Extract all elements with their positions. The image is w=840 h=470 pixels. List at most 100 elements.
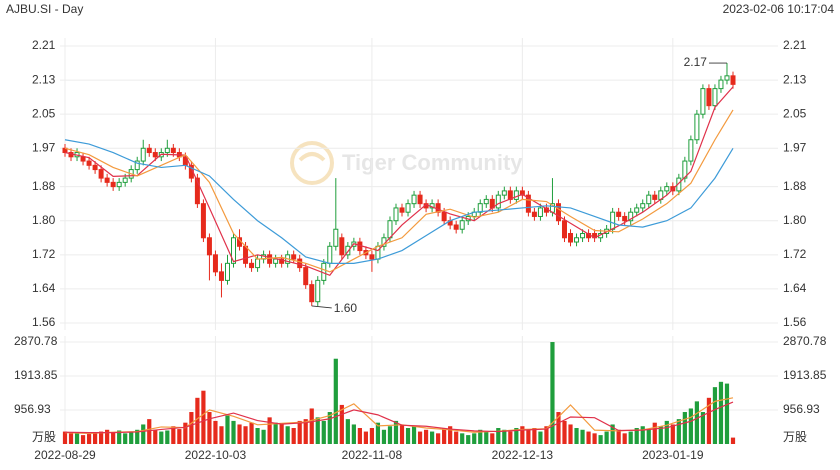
x-tick-label: 2022-11-08	[342, 448, 403, 462]
volume-average-line	[64, 401, 734, 434]
volume-bar	[261, 429, 266, 444]
volume-bar	[502, 429, 507, 444]
volume-bar	[682, 412, 687, 444]
y-tick-label-right: 1.88	[783, 179, 807, 193]
candle-body	[152, 152, 158, 158]
y-tick-label: 1.88	[32, 179, 56, 193]
volume-bar	[291, 428, 296, 444]
volume-bar	[466, 435, 471, 444]
candle-body	[134, 160, 140, 171]
candle-body	[706, 88, 712, 107]
x-tick-label: 2022-12-13	[492, 448, 554, 462]
candle-body	[495, 194, 501, 209]
volume-bar	[610, 424, 615, 444]
candle-body	[297, 258, 303, 269]
volume-bar	[213, 420, 218, 444]
volume-tick-label-right: 1913.85	[783, 368, 827, 382]
volume-bar	[532, 428, 537, 444]
candle-body	[459, 220, 465, 230]
candle-body	[652, 194, 658, 200]
candle-body	[610, 211, 616, 230]
candle-body	[309, 284, 315, 303]
volume-bar	[249, 422, 254, 444]
volume-bar	[92, 433, 98, 444]
volume-bar	[664, 420, 669, 444]
volume-bar	[658, 426, 663, 444]
y-tick-label-right: 2.05	[783, 106, 807, 120]
candle-body	[580, 233, 586, 239]
candle-body	[730, 75, 736, 85]
volume-bar	[586, 431, 591, 444]
volume-bar	[339, 404, 344, 444]
volume-bar	[634, 428, 639, 444]
volume-bar	[622, 433, 627, 444]
candle-body	[574, 237, 580, 243]
candle-body	[170, 147, 176, 154]
volume-bar	[207, 412, 212, 444]
moving-average-line	[64, 139, 734, 264]
candle-body	[477, 203, 483, 213]
volume-bar	[195, 397, 200, 444]
timestamp: 2023-02-06 10:17:04	[723, 2, 835, 16]
volume-bar	[688, 408, 693, 444]
volume-bar	[153, 429, 158, 444]
candle-body	[339, 237, 345, 256]
volume-tick-label: 2870.78	[14, 334, 58, 348]
watermark-logo	[290, 141, 334, 185]
moving-average-line	[64, 109, 734, 273]
candle-body	[249, 262, 255, 269]
volume-bar	[393, 420, 399, 444]
volume-bar	[387, 426, 393, 444]
candle-body	[110, 181, 116, 188]
volume-bar	[460, 433, 465, 444]
y-tick-label-right: 2.13	[783, 72, 807, 86]
candle-body	[218, 271, 224, 281]
candle-body	[194, 177, 200, 205]
volume-bar	[357, 428, 362, 444]
candle-body	[369, 254, 375, 260]
candle-body	[399, 207, 405, 213]
volume-bar	[628, 431, 633, 444]
volume-bar	[490, 433, 495, 444]
volume-bar	[429, 431, 435, 444]
volume-tick-label: 1913.85	[14, 368, 58, 382]
volume-bar	[303, 419, 308, 444]
volume-bar	[74, 432, 80, 444]
candle-body	[712, 88, 718, 107]
volume-bar	[448, 426, 453, 444]
candle-body	[555, 203, 561, 222]
volume-bar	[369, 428, 375, 444]
watermark	[290, 141, 334, 185]
volume-bar	[297, 420, 302, 444]
volume-bar	[556, 412, 561, 444]
candle-body	[224, 262, 230, 281]
candle-body	[104, 177, 110, 183]
volume-bar	[147, 419, 152, 444]
volume-bar	[730, 437, 736, 444]
volume-bar	[177, 429, 182, 444]
candle-body	[682, 160, 688, 179]
volume-bar	[243, 426, 248, 444]
volume-bar	[189, 412, 194, 444]
volume-bar	[381, 429, 387, 444]
volume-bar	[520, 426, 525, 444]
x-tick-label: 2022-08-29	[34, 448, 96, 462]
annotation-leader	[311, 305, 332, 309]
candle-body	[519, 190, 525, 196]
candle-body	[116, 181, 122, 188]
volume-bar	[718, 381, 724, 444]
volume-bar	[574, 428, 579, 444]
volume-bar	[423, 429, 429, 444]
volume-bar	[417, 431, 423, 444]
y-tick-label: 2.13	[32, 72, 56, 86]
candle-body	[92, 164, 98, 171]
candle-body	[86, 160, 92, 166]
volume-bar	[183, 422, 188, 444]
volume-bar	[231, 420, 236, 444]
volume-bar	[598, 435, 603, 444]
y-tick-label: 2.21	[32, 38, 56, 52]
candle-body	[273, 258, 279, 264]
volume-bar	[351, 424, 356, 444]
y-tick-label: 1.56	[32, 315, 56, 329]
